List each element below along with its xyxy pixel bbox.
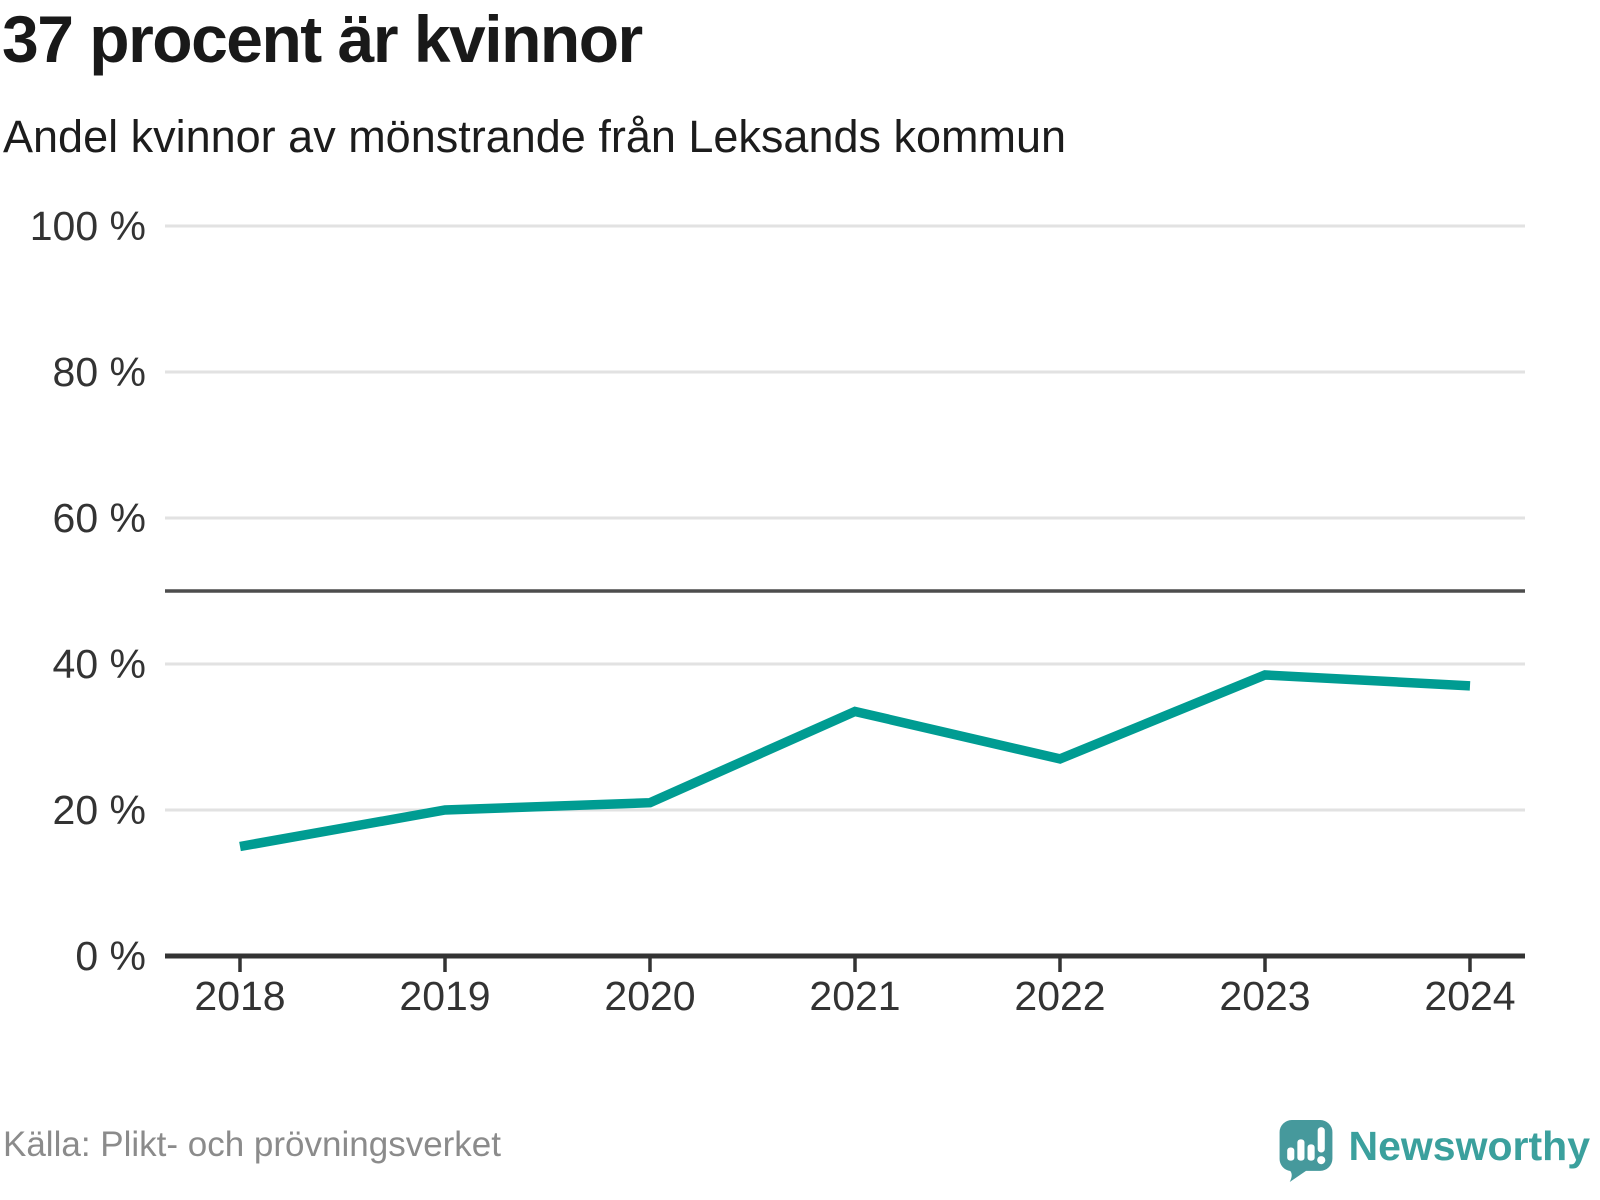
x-axis-label: 2018 bbox=[194, 973, 285, 1019]
x-axis-label: 2023 bbox=[1219, 973, 1310, 1019]
x-axis-label: 2024 bbox=[1424, 973, 1515, 1019]
x-axis-label: 2021 bbox=[809, 973, 900, 1019]
newsworthy-logo-icon bbox=[1279, 1120, 1332, 1182]
data-line bbox=[239, 670, 1471, 852]
y-axis-label: 100 % bbox=[30, 203, 146, 249]
y-axis-label: 40 % bbox=[53, 641, 146, 687]
x-axis-label: 2020 bbox=[604, 973, 695, 1019]
newsworthy-logo: Newsworthy bbox=[1277, 1118, 1591, 1182]
x-axis-label: 2019 bbox=[399, 973, 490, 1019]
chart-title: 37 procent är kvinnor bbox=[2, 2, 643, 76]
y-axis-label: 60 % bbox=[53, 495, 146, 541]
y-axis-label: 80 % bbox=[53, 349, 146, 395]
line-chart: 0 % 20 % 40 % 60 % 80 % 100 % 2018 2019 2020 2021… bbox=[30, 203, 1525, 1019]
y-axis-label: 0 % bbox=[75, 933, 146, 979]
source-note: Källa: Plikt- och prövningsverket bbox=[3, 1125, 501, 1164]
chart-subtitle: Andel kvinnor av mönstrande från Leksand… bbox=[3, 111, 1067, 162]
y-axis-label: 20 % bbox=[53, 787, 146, 833]
x-axis-label: 2022 bbox=[1014, 973, 1105, 1019]
newsworthy-logo-text: Newsworthy bbox=[1348, 1122, 1591, 1169]
